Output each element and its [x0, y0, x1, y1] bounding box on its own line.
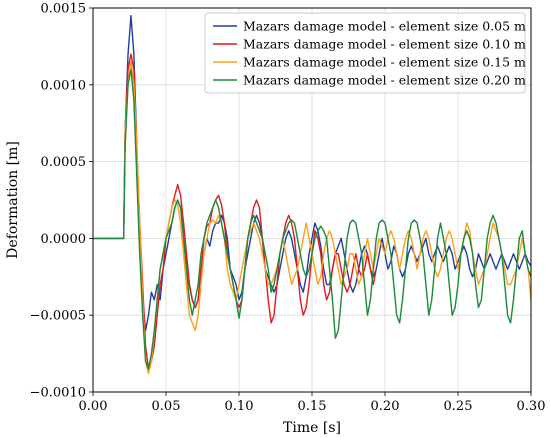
y-tick-label: 0.0015 [41, 2, 87, 17]
axis-ticks: 0.00 0.05 0.10 0.15 0.20 0.25 0.30 −0.0010 −0.00… [30, 2, 546, 415]
y-tick-label: −0.0010 [30, 386, 86, 401]
y-tick-label: 0.0005 [41, 155, 87, 170]
y-axis-label: Deformation [m] [5, 141, 21, 259]
legend-label-4: Mazars damage model - element size 0.20 … [243, 73, 526, 88]
legend: Mazars damage model - element size 0.05 … [204, 12, 526, 94]
x-tick-label: 0.25 [444, 399, 473, 414]
legend-label-3: Mazars damage model - element size 0.15 … [243, 55, 526, 70]
x-tick-label: 0.05 [152, 399, 181, 414]
legend-label-2: Mazars damage model - element size 0.10 … [243, 37, 526, 52]
x-tick-label: 0.15 [298, 399, 327, 414]
legend-label-1: Mazars damage model - element size 0.05 … [243, 19, 526, 34]
y-tick-label: 0.0000 [41, 232, 87, 247]
y-tick-label: 0.0010 [41, 78, 87, 93]
x-tick-label: 0.20 [371, 399, 400, 414]
x-tick-label: 0.30 [517, 399, 546, 414]
series-line-4 [93, 68, 532, 370]
legend-box [204, 12, 526, 94]
x-tick-label: 0.10 [225, 399, 254, 414]
series-lines [93, 14, 532, 375]
x-tick-label: 0.00 [79, 399, 108, 414]
y-tick-label: −0.0005 [30, 309, 86, 324]
x-axis-label: Time [s] [283, 420, 341, 436]
